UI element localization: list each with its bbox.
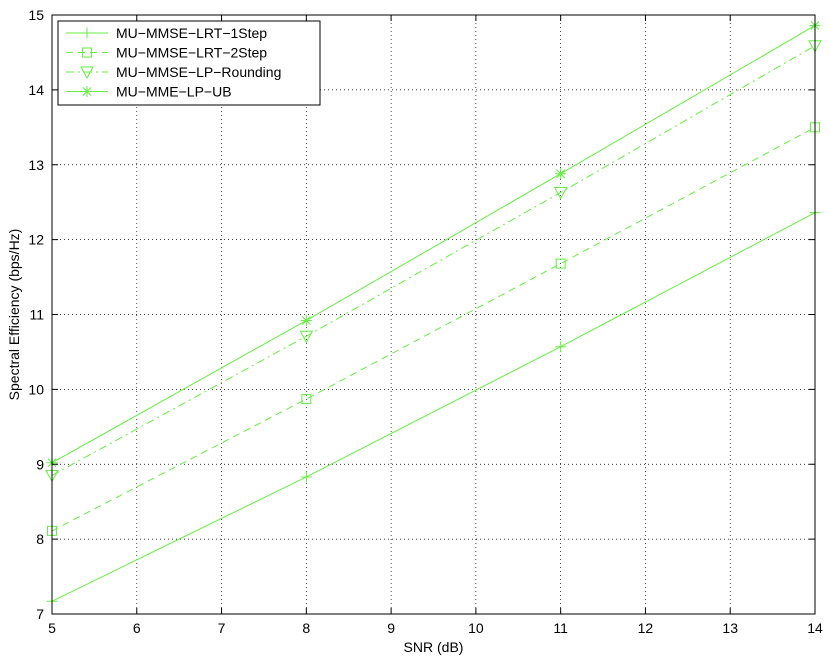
data-point-asterisk (300, 314, 312, 326)
series-1 (46, 207, 821, 607)
y-tick-label: 15 (28, 7, 44, 23)
y-tick-label: 14 (28, 82, 44, 98)
legend: MU−MMSE−LRT−1Step MU−MMSE−LRT−2Step MU−MMS… (57, 20, 321, 106)
data-point-asterisk (81, 86, 93, 97)
legend-label: MU−MMSE−LRT−2Step (116, 45, 267, 61)
legend-entry: MU−MMSE−LRT−2Step (66, 45, 267, 61)
data-point-square (82, 47, 92, 58)
y-tick-label: 11 (29, 307, 44, 323)
y-tick-label: 9 (36, 456, 44, 472)
legend-label: MU−MME−LP−UB (116, 84, 232, 100)
y-tick-label: 13 (28, 157, 44, 173)
data-point-plus (555, 341, 567, 353)
legend-entry: MU−MME−LP−UB (66, 84, 232, 100)
x-tick-label: 12 (638, 620, 654, 636)
axes: 5 6 7 8 9 10 11 12 13 14 7 8 9 10 11 12 13 14 15 (28, 7, 823, 636)
x-tick-label: 13 (722, 620, 738, 636)
x-tick-label: 6 (133, 620, 141, 636)
data-point-plus (81, 27, 93, 39)
series-line (51, 45, 816, 476)
legend-label: MU−MMSE−LRT−1Step (116, 25, 267, 41)
y-tick-label: 12 (28, 232, 44, 248)
x-tick-label: 5 (48, 620, 56, 636)
series-3 (45, 40, 822, 483)
x-tick-label: 9 (387, 620, 395, 636)
series-line (51, 126, 816, 532)
x-tick-label: 7 (218, 620, 226, 636)
data-point-square (301, 394, 312, 405)
data-point-triangle (553, 186, 568, 200)
series-line (51, 25, 816, 464)
legend-entry: MU−MMSE−LP−Rounding (66, 64, 281, 80)
series-2 (47, 122, 820, 536)
data-point-triangle (80, 66, 94, 80)
x-tick-label: 10 (468, 620, 484, 636)
y-tick-label: 7 (36, 606, 44, 622)
x-axis-label: SNR (dB) (404, 639, 464, 655)
y-tick-label: 8 (36, 531, 44, 547)
series-lines (45, 19, 822, 607)
series-line (51, 212, 816, 602)
y-axis-label: Spectral Efficiency (bps/Hz) (6, 229, 22, 401)
data-point-triangle (299, 330, 314, 344)
data-point-asterisk (555, 168, 567, 180)
x-tick-label: 14 (807, 620, 823, 636)
data-point-square (555, 258, 566, 269)
x-tick-label: 11 (553, 620, 568, 636)
y-tick-label: 10 (28, 381, 44, 397)
legend-label: MU−MMSE−LP−Rounding (116, 64, 281, 80)
x-tick-label: 8 (302, 620, 310, 636)
data-point-plus (300, 471, 312, 483)
legend-entry: MU−MMSE−LRT−1Step (66, 25, 267, 41)
